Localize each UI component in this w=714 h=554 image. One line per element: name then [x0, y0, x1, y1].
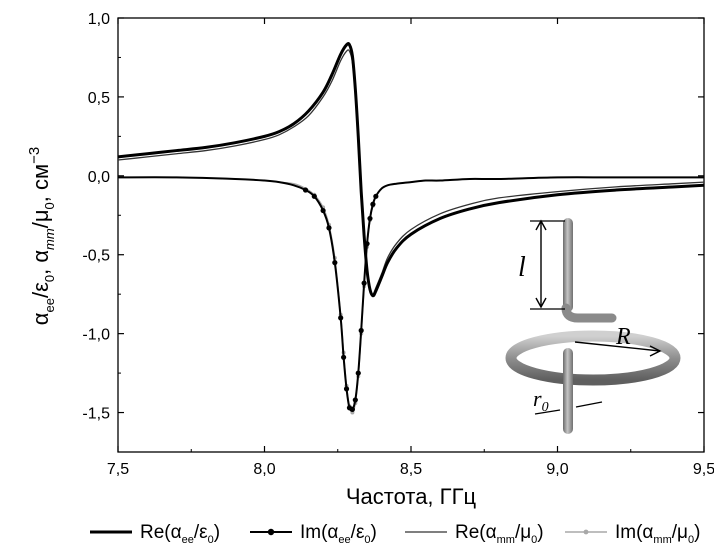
inset-R-arrow [574, 341, 661, 352]
inset-r0-arrow-left [534, 409, 561, 415]
inset-l-arrowhead-bottom [535, 297, 547, 309]
inset-ring [505, 330, 681, 386]
data-point [358, 327, 364, 334]
inset-illustration: l R r0 [505, 218, 681, 434]
x-tick-label: 9,5 [693, 461, 714, 478]
y-axis-ticks: 1,0 0,5 0,0 -0,5 -1,0 -1,5 [82, 11, 704, 423]
y-tick-label: -1,5 [82, 406, 110, 423]
data-point [373, 193, 379, 199]
y-tick-label: -1,0 [82, 327, 110, 344]
data-point [355, 370, 361, 376]
inset-label-l: l [518, 252, 526, 283]
legend-item-3: Re(αmm/μ0) [405, 522, 544, 546]
legend-marker [267, 528, 275, 536]
y-tick-label: -0,5 [82, 248, 110, 265]
y-tick-label: 1,0 [88, 11, 110, 28]
y-tick-label: 0,5 [88, 90, 110, 107]
data-point [343, 386, 350, 392]
x-axis-title: Частота, ГГц [346, 484, 477, 509]
legend-label: Im(αmm/μ0) [615, 522, 700, 546]
legend-marker [583, 529, 589, 535]
series-3 [117, 49, 705, 295]
data-point [326, 225, 332, 231]
legend-label: Im(αee/ε0) [300, 522, 377, 546]
inset-connector [561, 303, 617, 323]
data-point [302, 187, 309, 193]
inset-label-r0: r0 [533, 386, 549, 415]
y-axis-title: αee/ε0, αmm/μ0, см−3 [26, 147, 57, 325]
inset-label-R: R [615, 324, 631, 350]
legend-label: Re(αmm/μ0) [455, 522, 544, 546]
data-point [370, 201, 376, 207]
data-point [367, 215, 373, 222]
data-point [338, 315, 344, 321]
series-line [117, 49, 705, 295]
series-line [117, 42, 705, 298]
data-point [341, 354, 347, 360]
data-point [311, 193, 317, 199]
x-axis-ticks: 7,5 8,0 8,5 9,0 9,5 [107, 18, 714, 478]
data-point [352, 397, 358, 403]
inset-r0-arrow-right [575, 401, 603, 408]
legend-item-2: Im(αee/ε0) [250, 522, 377, 546]
x-tick-label: 8,5 [400, 461, 422, 478]
data-point [349, 406, 355, 412]
data-point [320, 207, 326, 214]
series-layer [117, 42, 705, 415]
series-1 [117, 42, 705, 298]
legend-item-4: Im(αmm/μ0) [565, 522, 700, 546]
inset-upper-wire [563, 218, 573, 312]
legend-label: Re(αee/ε0) [140, 522, 220, 546]
x-tick-label: 8,0 [253, 461, 275, 478]
series-2 [117, 176, 704, 412]
inset-R-arrowhead [649, 345, 662, 357]
data-point [361, 280, 367, 286]
y-tick-label: 0,0 [88, 169, 110, 186]
legend-item-1: Re(αee/ε0) [90, 522, 220, 546]
legend: Re(αee/ε0) Im(αee/ε0) Re(αmm/μ0) Im(αmm/μ0) [90, 522, 700, 546]
x-tick-label: 9,0 [546, 461, 568, 478]
inset-lower-wire [563, 348, 573, 434]
x-tick-label: 7,5 [107, 461, 129, 478]
data-point [332, 260, 338, 266]
